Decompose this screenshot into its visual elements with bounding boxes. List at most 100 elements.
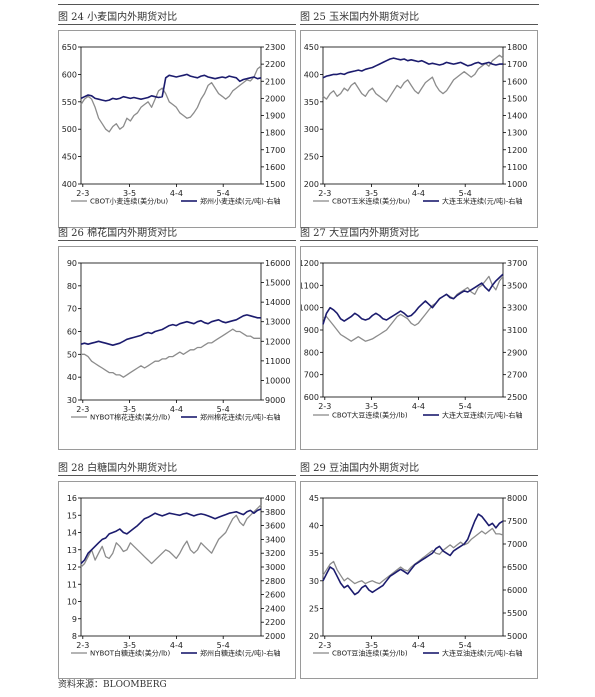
left-tick-label: 1100 [301, 281, 319, 290]
chart-svg: 600 700 800 900 1000 1100 1200 2500 2700 2900 3100… [299, 259, 528, 420]
chart-title: 图 24 小麦国内外期货对比 [58, 12, 178, 23]
right-tick-label: 3500 [507, 281, 527, 290]
right-tick-label: 1100 [507, 163, 527, 172]
title-rule [58, 24, 296, 25]
left-tick-label: 400 [62, 180, 77, 189]
series-line-international [81, 328, 261, 378]
plot-area [80, 46, 262, 185]
series-line-international [80, 65, 262, 133]
legend-label: NYBOT白糖连续(美分/lb) [90, 649, 170, 658]
x-tick-label: 3-5 [365, 402, 378, 411]
series-line-domestic [322, 57, 503, 79]
legend-label: CBOT小麦连续(美分/bu) [90, 197, 168, 206]
left-tick-label: 50 [67, 350, 77, 359]
left-tick-label: 550 [62, 98, 77, 107]
legend-label: NYBOT棉花连续(美分/lb) [90, 413, 170, 422]
top-rule [58, 4, 539, 5]
right-tick-label: 2300 [265, 43, 285, 52]
x-tick-label: 2-3 [318, 641, 331, 650]
plot-area [322, 46, 504, 185]
chart-frame: 400 450 500 550 600 650 1500 1600 1700 1800 1900 20… [58, 30, 296, 228]
x-tick-label: 5-4 [217, 189, 230, 198]
x-tick-label: 4-4 [412, 641, 425, 650]
x-tick-label: 3-5 [123, 189, 136, 198]
right-tick-label: 3000 [265, 563, 285, 572]
right-tick-label: 3700 [507, 259, 527, 268]
right-tick-label: 1500 [507, 94, 527, 103]
legend-label: 大连豆油连续(元/吨)-右轴 [442, 649, 522, 658]
left-tick-label: 900 [304, 326, 319, 335]
right-tick-label: 1800 [265, 129, 285, 138]
right-tick-label: 1700 [265, 146, 285, 155]
right-tick-label: 10000 [265, 376, 290, 385]
right-tick-label: 2000 [265, 632, 285, 641]
series-line-domestic [80, 314, 261, 346]
right-tick-label: 4000 [265, 494, 285, 503]
right-tick-label: 2000 [265, 94, 285, 103]
left-tick-label: 600 [304, 393, 319, 402]
chart-svg: 200 250 300 350 400 450 1000 1100 1200 1300 1400 15… [304, 43, 528, 206]
left-tick-label: 90 [67, 259, 77, 268]
right-tick-label: 3100 [507, 326, 527, 335]
right-tick-label: 13000 [265, 318, 290, 327]
right-tick-label: 3200 [265, 549, 285, 558]
left-tick-label: 70 [67, 305, 77, 314]
title-rule [300, 475, 538, 476]
x-tick-label: 5-4 [459, 189, 472, 198]
right-tick-label: 1200 [507, 146, 527, 155]
chart-frame: 600 700 800 900 1000 1100 1200 2500 2700 2900 3100… [299, 246, 538, 450]
title-rule [58, 475, 296, 476]
series-line-international [322, 527, 504, 585]
chart-frame: 200 250 300 350 400 450 1000 1100 1200 1300 1400 15… [300, 30, 538, 228]
x-tick-label: 4-4 [170, 405, 183, 414]
right-tick-label: 11000 [265, 357, 290, 366]
right-tick-label: 8000 [507, 494, 527, 503]
x-tick-label: 2-3 [76, 405, 89, 414]
left-tick-label: 10 [67, 598, 77, 607]
x-tick-label: 4-4 [170, 189, 183, 198]
series-line-domestic [80, 73, 262, 102]
chart-title: 图 25 玉米国内外期货对比 [300, 12, 420, 23]
left-tick-label: 800 [304, 348, 319, 357]
right-tick-label: 1800 [507, 43, 527, 52]
x-tick-label: 2-3 [318, 189, 331, 198]
source-note: 资料来源：BLOOMBERG [58, 680, 167, 690]
series-line-domestic [80, 508, 262, 565]
left-tick-label: 300 [304, 125, 319, 134]
right-tick-label: 2500 [507, 393, 527, 402]
right-tick-label: 2800 [265, 577, 285, 586]
chart-title: 图 29 豆油国内外期货对比 [300, 463, 420, 474]
chart-svg: 30 40 50 60 70 80 90 9000 10000 11000 12000 13000 14… [67, 259, 291, 422]
right-tick-label: 5500 [507, 609, 527, 618]
right-tick-label: 2200 [265, 618, 285, 627]
legend-label: CBOT玉米连续(美分/bu) [332, 197, 410, 206]
x-tick-label: 3-5 [123, 641, 136, 650]
right-tick-label: 6000 [507, 586, 527, 595]
left-tick-label: 11 [67, 580, 77, 589]
left-tick-label: 450 [62, 153, 77, 162]
chart-frame: 8 9 10 11 12 13 14 15 16 2000 2200 2400 2600 2800 3000… [58, 481, 296, 679]
x-tick-label: 4-4 [412, 402, 425, 411]
right-tick-label: 1000 [507, 180, 527, 189]
x-tick-label: 3-5 [365, 189, 378, 198]
left-tick-label: 16 [67, 494, 77, 503]
right-tick-label: 15000 [265, 279, 290, 288]
left-tick-label: 35 [309, 549, 319, 558]
chart-title: 图 28 白糖国内外期货对比 [58, 463, 178, 474]
right-tick-label: 9000 [265, 396, 285, 405]
left-tick-label: 600 [62, 70, 77, 79]
plot-area [322, 262, 504, 398]
title-rule [300, 24, 538, 25]
legend-label: 大连玉米连续(元/吨)-右轴 [442, 197, 522, 206]
right-tick-label: 1700 [507, 60, 527, 69]
chart-svg: 20 25 30 35 40 45 5000 5500 6000 6500 7000 7500 8000… [309, 494, 528, 658]
left-tick-label: 60 [67, 328, 77, 337]
x-tick-label: 3-5 [365, 641, 378, 650]
legend-label: 郑州白糖连续(元/吨)-右轴 [200, 649, 280, 658]
x-tick-label: 5-4 [217, 641, 230, 650]
title-rule [58, 240, 296, 241]
right-tick-label: 7500 [507, 517, 527, 526]
right-tick-label: 2600 [265, 591, 285, 600]
x-tick-label: 4-4 [170, 641, 183, 650]
right-tick-label: 7000 [507, 540, 527, 549]
